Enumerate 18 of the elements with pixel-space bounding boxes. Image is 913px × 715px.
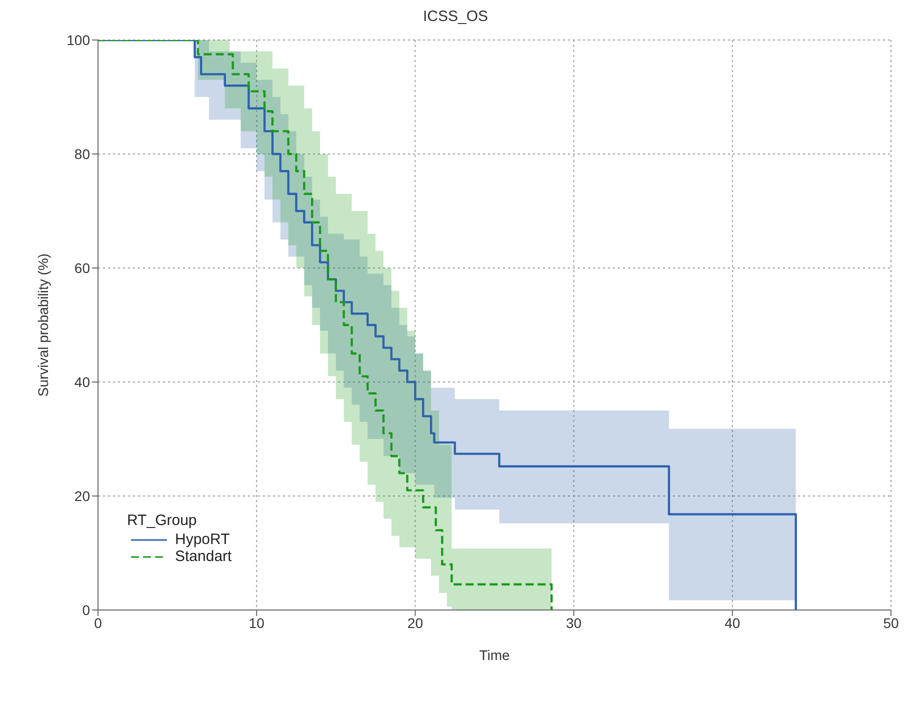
- x-tick-label: 0: [94, 614, 102, 631]
- x-tick-label: 20: [407, 614, 424, 631]
- x-tick-label: 40: [724, 614, 740, 631]
- y-tick-label: 100: [66, 32, 90, 48]
- legend-title: RT_Group: [127, 512, 198, 529]
- chart-title: ICSS_OS: [422, 8, 490, 27]
- x-tick-label: 50: [883, 614, 899, 631]
- legend-label: Standart: [175, 548, 232, 565]
- x-tick-label: 30: [566, 614, 582, 631]
- y-axis-title: Survival probability (%): [34, 253, 51, 397]
- y-tick-label: 60: [74, 260, 90, 276]
- legend-label: HypoRT: [175, 531, 230, 548]
- y-tick-label: 20: [74, 488, 90, 504]
- y-tick-label: 40: [74, 374, 90, 390]
- y-tick-label: 80: [74, 146, 90, 162]
- x-axis-title: Time: [479, 647, 510, 663]
- x-tick-label: 10: [248, 614, 265, 631]
- y-tick-label: 0: [82, 602, 90, 618]
